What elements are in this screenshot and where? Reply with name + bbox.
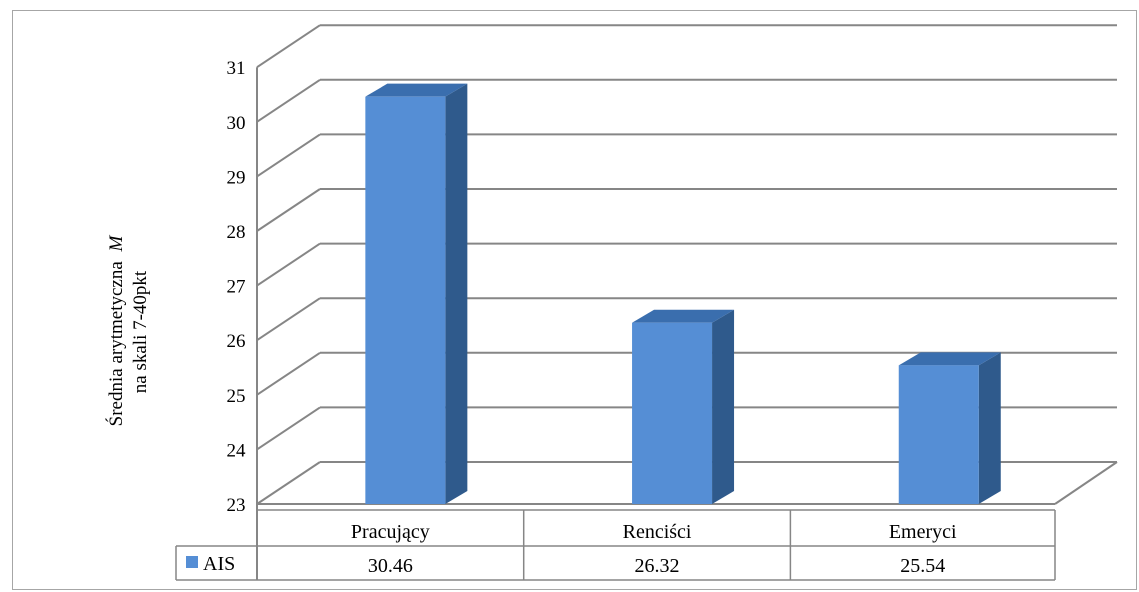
y-tick-labels: 23 24 25 26 27 28 29 30 31 [227, 58, 247, 516]
y-tick-label-2: 25 [227, 386, 246, 407]
bar-side-1 [712, 309, 735, 504]
y-axis-label-main: Średnia arytmetyczna [105, 261, 127, 427]
gridline-side-8 [256, 24, 321, 69]
y-axis-label-scale: na skali 7-40pkt [130, 270, 151, 393]
y-axis-label: Średnia arytmetyczna M [105, 234, 127, 426]
value-label-0: 30.46 [368, 555, 413, 577]
gridline-side-2 [256, 351, 321, 396]
floor-right-edge [1054, 461, 1118, 505]
chart-frame [12, 10, 1137, 590]
gridline-side-5 [256, 188, 321, 232]
category-label-1: Renciści [623, 521, 692, 543]
gridline-side-0 [256, 461, 321, 505]
bar-side-2 [978, 352, 1001, 504]
y-tick-label-5: 28 [227, 222, 246, 243]
category-label-2: Emeryci [889, 521, 957, 543]
y-tick-label-6: 29 [227, 167, 246, 188]
bar-1 [632, 309, 735, 504]
value-label-2: 25.54 [900, 555, 945, 577]
y-axis-label-variable: M [106, 234, 127, 252]
bar-front-1 [632, 322, 713, 504]
bar-top-0 [365, 83, 468, 97]
gridline-side-6 [256, 133, 321, 178]
bar-front-0 [365, 96, 446, 505]
bar-0 [365, 83, 468, 505]
value-label-1: 26.32 [635, 555, 680, 577]
bars [365, 83, 1001, 505]
gridline-side-4 [256, 242, 321, 287]
y-tick-label-8: 31 [227, 58, 246, 79]
legend-series-name: AIS [203, 553, 235, 575]
legend-swatch [186, 556, 198, 568]
bar-2 [898, 352, 1001, 504]
data-table: Pracujący Renciści Emeryci AIS 30.46 26.32 25.… [175, 509, 1056, 581]
y-tick-label-0: 23 [227, 495, 246, 516]
gridline-side-1 [256, 406, 321, 451]
y-tick-label-4: 27 [227, 277, 246, 298]
bar-front-2 [898, 365, 979, 504]
category-label-0: Pracujący [351, 521, 430, 543]
y-tick-label-3: 26 [227, 331, 246, 352]
gridline-side-3 [256, 297, 321, 342]
y-tick-label-1: 24 [227, 440, 247, 461]
bar-top-1 [632, 309, 735, 323]
bar-side-0 [445, 83, 468, 505]
gridline-side-7 [256, 78, 321, 123]
y-tick-label-7: 30 [227, 113, 246, 134]
bar-top-2 [898, 352, 1001, 366]
